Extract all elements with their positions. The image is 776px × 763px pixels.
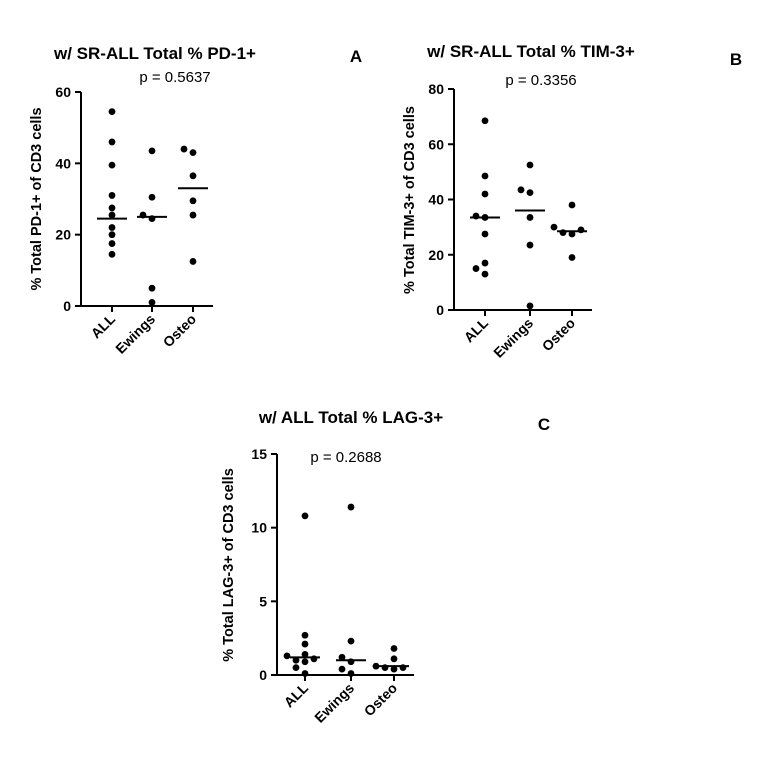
panel-c-data-point <box>390 665 398 673</box>
panel-b-y-axis-label: % Total TIM-3+ of CD3 cells <box>402 106 418 294</box>
panel-a-x-tick-label: Osteo <box>160 311 199 350</box>
panel-a-y-tick-label: 20 <box>55 227 71 243</box>
panel-a-y-tick-label: 40 <box>55 155 71 171</box>
panel-a-data-point <box>108 211 116 219</box>
panel-b-p-value: p = 0.3356 <box>505 72 576 89</box>
panel-b-y-tick-label: 0 <box>436 302 444 318</box>
panel-b-y-tick-label: 20 <box>428 247 444 263</box>
panel-c-data-point <box>347 637 355 645</box>
panel-c-data-point <box>301 640 309 648</box>
panel-c-data-point <box>372 662 380 670</box>
panel-b-data-point <box>526 161 534 169</box>
panel-a-y-axis-label: % Total PD-1+ of CD3 cells <box>29 107 45 290</box>
panel-b-x-tick-label: ALL <box>461 314 492 345</box>
panel-b-data-point <box>481 117 489 125</box>
panel-b-x-tick-label: Osteo <box>539 315 578 354</box>
panel-c-data-point <box>301 670 309 677</box>
panel-a-data-point <box>108 240 116 247</box>
panel-c-data-point <box>301 631 309 639</box>
panel-a-data-point <box>108 250 116 258</box>
panel-b-plot-area: 0 20 40 60 80 ALL Ewings Osteo <box>428 81 592 361</box>
panel-b-data-point <box>568 230 576 238</box>
panel-b-data-point <box>517 186 525 194</box>
panel-c: w/ ALL Total % LAG-3+ p = 0.2688 C % Tot… <box>221 408 550 726</box>
panel-c-p-value: p = 0.2688 <box>310 449 381 466</box>
panel-b-title: w/ SR-ALL Total % TIM-3+ <box>426 42 635 61</box>
panel-a-data-point <box>189 172 197 180</box>
panel-a-data-point <box>108 231 116 239</box>
panel-c-x-tick-label: ALL <box>281 679 312 710</box>
panel-b-data-point <box>481 230 489 238</box>
panel-c-title: w/ ALL Total % LAG-3+ <box>258 408 443 427</box>
panel-a-y-tick-label: 60 <box>55 84 71 100</box>
panel-b-data-point <box>481 172 489 180</box>
panel-a-x-tick-label: Ewings <box>112 311 158 357</box>
panel-b-data-point <box>472 265 480 272</box>
panel-c-data-point <box>347 503 355 511</box>
panel-c-y-tick-label: 5 <box>259 593 267 609</box>
panel-a-data-point <box>108 204 116 212</box>
panel-a-title: w/ SR-ALL Total % PD-1+ <box>53 44 256 63</box>
panel-c-data-point <box>292 656 300 664</box>
panel-b-data-point <box>481 270 489 278</box>
panel-b-x-tick-label: Ewings <box>490 315 536 361</box>
panel-a-y-tick-label: 0 <box>63 298 71 314</box>
panel-c-data-point <box>338 653 346 661</box>
panel-a-p-value: p = 0.5637 <box>139 69 210 86</box>
panel-b-data-point <box>526 189 534 196</box>
panel-c-data-point <box>301 650 309 658</box>
panel-a: w/ SR-ALL Total % PD-1+ p = 0.5637 A % T… <box>29 44 362 357</box>
panel-a-data-point <box>148 147 156 155</box>
panel-c-y-tick-label: 0 <box>259 667 267 683</box>
panel-b-data-point <box>568 254 576 261</box>
panel-c-data-point <box>338 665 346 673</box>
panel-b-data-point <box>526 302 534 310</box>
panel-b-data-point <box>481 259 489 267</box>
panel-b-y-tick-label: 40 <box>428 192 444 208</box>
panel-a-data-point <box>148 193 156 201</box>
panel-c-data-point <box>347 670 355 677</box>
panel-c-data-point <box>390 655 398 663</box>
panel-c-data-point <box>292 664 300 672</box>
panel-c-plot-area: 0 5 10 15 ALL Ewings Osteo <box>251 446 414 726</box>
panel-c-letter: C <box>538 415 550 434</box>
panel-a-data-point <box>148 299 156 306</box>
panel-a-x-tick-label: ALL <box>88 310 119 341</box>
panel-b-data-point <box>481 190 489 198</box>
panel-c-x-tick-label: Osteo <box>361 680 400 719</box>
panel-c-x-tick-label: Ewings <box>311 680 357 726</box>
panel-c-y-tick-label: 15 <box>251 446 267 462</box>
panel-c-data-point <box>390 645 398 652</box>
panel-a-data-point <box>108 161 116 169</box>
panel-a-data-point <box>189 197 197 205</box>
panel-b: w/ SR-ALL Total % TIM-3+ p = 0.3356 B % … <box>402 42 742 361</box>
panel-a-data-point <box>189 211 197 219</box>
panel-c-y-axis-label: % Total LAG-3+ of CD3 cells <box>221 468 237 662</box>
panel-b-y-tick-label: 60 <box>428 136 444 152</box>
panel-a-data-point <box>189 149 197 157</box>
panel-b-data-point <box>526 241 534 249</box>
panel-a-data-point <box>108 108 116 116</box>
panel-a-data-point <box>108 224 116 231</box>
panel-a-data-point <box>189 258 197 265</box>
panel-c-data-point <box>283 652 291 660</box>
panel-a-data-point <box>180 145 188 153</box>
panel-a-letter: A <box>350 47 362 66</box>
panel-c-data-point <box>301 658 309 666</box>
panel-b-data-point <box>550 223 558 231</box>
panel-b-data-point <box>526 214 534 221</box>
panel-b-y-tick-label: 80 <box>428 81 444 97</box>
panel-c-data-point <box>301 512 309 520</box>
panel-a-data-point <box>108 192 116 199</box>
panel-b-letter: B <box>730 50 742 69</box>
panel-b-data-point <box>568 201 576 209</box>
panel-c-y-tick-label: 10 <box>251 520 267 536</box>
panel-a-data-point <box>148 284 156 292</box>
panel-a-data-point <box>108 138 116 146</box>
